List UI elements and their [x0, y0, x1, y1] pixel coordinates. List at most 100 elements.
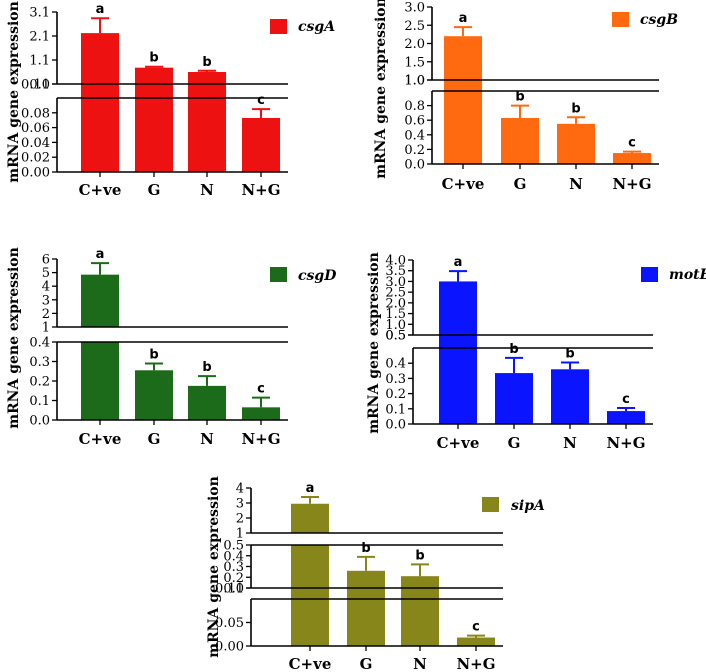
- x-category-label-csgA-G: G: [148, 181, 161, 199]
- x-category-label-motB-N: N: [563, 434, 577, 452]
- legend-label-csgB: csgB: [640, 12, 678, 28]
- x-category-label-csgA-C+ve: C+ve: [79, 181, 122, 199]
- y-tick-label-sipA: 0.00: [215, 640, 244, 655]
- y-tick-label-csgD: 0.1: [29, 394, 50, 409]
- y-tick-label-csgA: 0.02: [21, 151, 50, 166]
- bar-csgA-G: [135, 84, 173, 172]
- y-tick-label-csgD: 0.0: [29, 414, 50, 429]
- significance-letter-csgD-G: b: [149, 347, 158, 362]
- y-tick-label-csgB: 0.8: [404, 99, 425, 114]
- bar-csgD-N+G: [242, 407, 280, 420]
- bar-motB-C+ve: [439, 335, 477, 424]
- bar-csgB-C+ve: [444, 80, 482, 164]
- x-category-label-sipA-N+G: N+G: [456, 655, 495, 672]
- y-tick-label-csgB: 1.0: [404, 74, 425, 89]
- x-category-label-csgA-N+G: N+G: [241, 181, 280, 199]
- y-tick-label-csgA: 0.10: [21, 78, 50, 93]
- y-tick-label-sipA: 3: [236, 497, 244, 512]
- y-tick-label-motB: 0.4: [385, 357, 406, 372]
- x-category-label-sipA-G: G: [360, 655, 373, 672]
- x-category-label-csgB-N+G: N+G: [612, 175, 651, 193]
- x-category-label-motB-N+G: N+G: [606, 434, 645, 452]
- bar-sipA-N: [401, 588, 439, 646]
- x-category-label-csgD-N+G: N+G: [241, 430, 280, 448]
- y-tick-label-motB: 0.1: [385, 402, 406, 417]
- y-tick-label-csgB: 0.2: [404, 143, 425, 158]
- y-axis-title-sipA: mRNA gene expression: [206, 476, 222, 658]
- bar-motB-C+ve: [439, 281, 477, 335]
- significance-letter-sipA-G: b: [361, 541, 370, 556]
- significance-letter-csgB-G: b: [515, 90, 524, 105]
- y-tick-label-motB: 0.5: [385, 329, 406, 344]
- y-tick-label-csgD: 0.4: [29, 336, 50, 351]
- y-tick-label-csgB: 1.5: [404, 55, 425, 70]
- y-tick-label-sipA: 0.5: [223, 539, 244, 554]
- y-tick-label-motB: 0.5: [385, 329, 406, 344]
- chart-panel-csgB: abbc1.01.52.02.53.00.00.20.40.60.81.0C+v…: [373, 0, 678, 193]
- x-category-label-motB-C+ve: C+ve: [437, 434, 480, 452]
- y-tick-label-sipA: 1: [236, 527, 244, 542]
- bar-csgA-C+ve: [81, 33, 119, 84]
- y-tick-label-csgB: 0.4: [404, 128, 425, 143]
- significance-letter-csgB-C+ve: a: [459, 11, 468, 26]
- y-tick-label-csgB: 2.0: [404, 37, 425, 52]
- bar-sipA-C+ve: [291, 545, 329, 588]
- significance-letter-motB-N: b: [565, 346, 574, 361]
- bar-csgA-N: [188, 84, 226, 172]
- y-tick-label-csgD: 3: [42, 293, 50, 308]
- legend-label-csgA: csgA: [298, 19, 335, 35]
- y-tick-label-csgD: 6: [42, 253, 50, 268]
- bar-csgA-C+ve: [81, 84, 119, 172]
- bar-csgA-N+G: [242, 117, 280, 172]
- y-tick-label-sipA: 0.05: [215, 616, 244, 631]
- y-axis-title-motB: mRNA gene expression: [366, 252, 382, 434]
- significance-letter-csgB-N+G: c: [628, 136, 636, 151]
- bar-csgB-N: [557, 123, 595, 164]
- y-tick-label-sipA: 0.2: [223, 571, 244, 586]
- y-tick-label-csgA: 2.1: [29, 30, 50, 45]
- bar-sipA-C+ve: [291, 503, 329, 533]
- y-tick-label-csgD: 0.2: [29, 375, 50, 390]
- significance-letter-sipA-C+ve: a: [306, 481, 315, 496]
- legend-swatch-csgA: [270, 19, 287, 34]
- y-tick-label-csgD: 2: [42, 307, 50, 322]
- y-axis-title-csgB: mRNA gene expression: [373, 0, 389, 179]
- y-tick-label-sipA: 4: [236, 482, 244, 497]
- y-tick-label-motB: 0.3: [385, 372, 406, 387]
- y-tick-label-csgB: 2.5: [404, 19, 425, 34]
- x-category-label-csgD-N: N: [200, 430, 214, 448]
- bar-motB-N: [551, 369, 589, 424]
- significance-letter-sipA-N+G: c: [472, 620, 480, 635]
- legend-swatch-sipA: [482, 497, 499, 512]
- y-tick-label-motB: 1.0: [385, 318, 406, 333]
- bar-csgA-G: [135, 67, 173, 84]
- chart-panel-motB: a b b c 0.51.01.52.02.53.03.54.0 0.00.10.20.3…: [366, 252, 706, 452]
- legend-label-motB: motB: [669, 267, 706, 283]
- y-tick-label-csgA: 3.1: [29, 6, 50, 21]
- significance-letter-csgB-N: b: [571, 101, 580, 116]
- y-tick-label-sipA: 0.1: [223, 582, 244, 597]
- significance-letter-csgD-C+ve: a: [96, 247, 105, 262]
- significance-letter-csgA-G: b: [149, 51, 158, 66]
- y-tick-label-sipA: 0.4: [223, 549, 244, 564]
- legend-swatch-csgB: [612, 12, 629, 27]
- bar-sipA-C+ve: [291, 588, 329, 646]
- y-tick-label-motB: 0.0: [385, 418, 406, 433]
- legend-label-csgD: csgD: [298, 268, 337, 284]
- y-tick-label-csgB: 3.0: [404, 1, 425, 16]
- bar-csgA-N: [188, 72, 226, 84]
- y-tick-label-csgB: 0.0: [404, 158, 425, 173]
- bar-sipA-G: [347, 588, 385, 646]
- y-tick-label-motB: 4.0: [385, 254, 406, 269]
- y-tick-label-csgA: 1.1: [29, 54, 50, 69]
- y-tick-label-csgD: 5: [42, 266, 50, 281]
- bar-csgD-G: [135, 370, 173, 420]
- significance-letter-csgD-N+G: c: [257, 382, 265, 397]
- x-category-label-csgB-C+ve: C+ve: [442, 175, 485, 193]
- y-tick-label-csgD: 0.3: [29, 355, 50, 370]
- bar-motB-G: [495, 373, 533, 424]
- y-tick-label-motB: 3.5: [385, 264, 406, 279]
- x-category-label-csgA-N: N: [200, 181, 214, 199]
- significance-letter-csgA-N: b: [202, 55, 211, 70]
